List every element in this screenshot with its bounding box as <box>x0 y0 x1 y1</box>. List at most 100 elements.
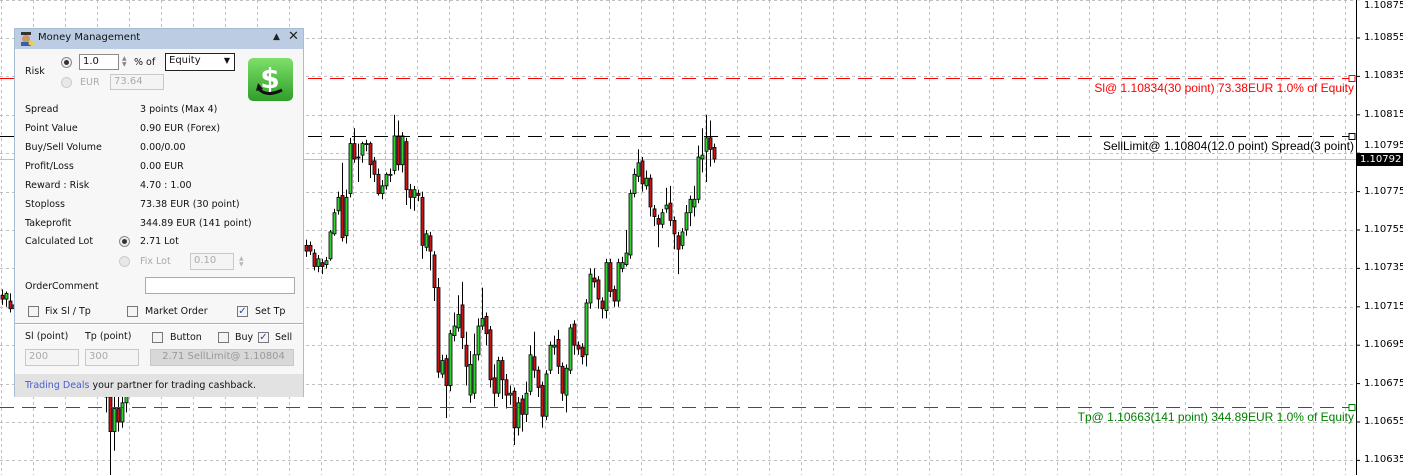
button-checkbox[interactable] <box>152 332 163 343</box>
candle-bull <box>544 373 549 417</box>
set-tp-checkbox[interactable]: ✓ <box>237 306 248 317</box>
tp-point-input[interactable]: 300 <box>85 349 139 366</box>
sl-point-label: Sl (point) <box>25 331 69 342</box>
sell-label: Sell <box>275 332 293 343</box>
candle-bull <box>624 252 629 265</box>
candle-bull <box>344 196 349 237</box>
candle-bull <box>448 333 453 386</box>
trading-deals-link[interactable]: Trading Deals <box>25 380 90 391</box>
price-tick-label: 1.10795 <box>1364 140 1403 151</box>
candle-bear <box>672 219 677 235</box>
money-management-panel: Money Management ▲ ✕ Risk 1.0 ▲ ▼ % of Eq… <box>14 28 304 397</box>
candle-bull <box>324 260 329 265</box>
fix-sl-tp-checkbox[interactable] <box>28 306 39 317</box>
candle-bull <box>696 156 701 200</box>
sell-checkbox[interactable]: ✓ <box>258 332 269 343</box>
candle-bull <box>660 212 665 225</box>
risk-eur-radio[interactable] <box>61 77 72 88</box>
candle-bull <box>684 212 689 231</box>
order-comment-input[interactable] <box>145 277 295 294</box>
sl-level-label: Sl@ 1.10834(30 point) 73.38EUR 1.0% of E… <box>1094 80 1354 95</box>
buy-checkbox[interactable] <box>218 332 229 343</box>
candle-bear <box>396 135 401 166</box>
candle-bull <box>628 193 633 256</box>
candle-bear <box>572 323 577 346</box>
candle-bear <box>512 390 517 429</box>
market-order-checkbox[interactable] <box>127 306 138 317</box>
candle-bear <box>420 196 425 246</box>
dollar-refresh-icon: $ <box>256 62 283 95</box>
candle-bear <box>656 218 661 225</box>
candle-bear <box>416 193 421 196</box>
price-tick-label: 1.10635 <box>1364 454 1403 466</box>
candle-bull <box>452 325 457 337</box>
sl-level-handle <box>1348 75 1356 82</box>
candle-bull <box>424 233 429 248</box>
fix-lot-spinner-icon[interactable]: ▲ ▼ <box>239 255 244 268</box>
candle-bull <box>516 402 521 429</box>
calculated-lot-radio[interactable] <box>119 236 130 247</box>
eur-input[interactable]: 73.64 <box>110 74 164 90</box>
eur-label: EUR <box>80 77 100 88</box>
risk-percent-input[interactable]: 1.0 <box>79 54 119 70</box>
price-tick-label: 1.10855 <box>1364 32 1403 43</box>
risk-spinner-icon[interactable]: ▲ ▼ <box>122 55 127 68</box>
info-row-value: 0.00 EUR <box>140 161 184 172</box>
candle-bull <box>316 258 321 267</box>
current-price-tag: 1.10792 <box>1357 153 1403 166</box>
risk-base-value: Equity <box>169 55 201 66</box>
percent-of-label: % of <box>134 57 156 68</box>
info-row-value: 344.89 EUR (141 point) <box>140 218 252 229</box>
candle-bear <box>8 300 13 310</box>
candle-bear <box>116 408 121 423</box>
info-row-value: 0.90 EUR (Forex) <box>140 123 221 134</box>
candle-bear <box>340 195 345 239</box>
candle-bull <box>472 354 477 394</box>
candle-bull <box>380 185 385 194</box>
candle-bear <box>308 244 313 252</box>
candle-bull <box>328 231 333 260</box>
panel-footer: Trading Deals your partner for trading c… <box>15 374 303 397</box>
footer-text: Trading Deals your partner for trading c… <box>25 380 256 391</box>
tp-point-label: Tp (point) <box>85 331 132 342</box>
candle-bull <box>440 360 445 375</box>
candle-bear <box>432 254 437 289</box>
info-row-value: 0.00/0.00 <box>140 142 186 153</box>
candle-bear <box>460 304 465 338</box>
sl-point-input[interactable]: 200 <box>25 349 79 366</box>
candle-bull <box>456 314 461 329</box>
candle-bear <box>368 143 373 166</box>
price-tick-label: 1.10695 <box>1364 339 1403 351</box>
fix-lot-input[interactable]: 0.10 <box>190 253 234 270</box>
candle-bull <box>412 189 417 198</box>
price-tick-label: 1.10735 <box>1364 262 1403 274</box>
candle-bear <box>556 339 561 367</box>
minimize-icon[interactable]: ▲ <box>273 32 280 42</box>
price-tick-label: 1.10675 <box>1364 377 1403 389</box>
info-row-label: Takeprofit <box>25 218 72 229</box>
fix-lot-radio[interactable] <box>119 256 130 267</box>
candle-bear <box>372 160 377 175</box>
order-button[interactable]: 2.71 SellLimit@ 1.10804 <box>150 349 294 366</box>
candle-bear <box>576 344 581 350</box>
close-icon[interactable]: ✕ <box>288 29 299 44</box>
candle-bull <box>664 204 669 210</box>
candle-bull <box>348 143 353 194</box>
candle-bear <box>408 189 413 198</box>
candle-bear <box>580 346 585 358</box>
risk-base-select[interactable]: Equity ▼ <box>165 53 235 71</box>
risk-percent-radio[interactable] <box>61 57 72 68</box>
candle-bull <box>120 402 125 423</box>
order-comment-label: OrderComment <box>25 281 99 292</box>
candle-bull <box>616 262 621 302</box>
candle-bull <box>388 173 393 176</box>
candle-bear <box>352 143 357 160</box>
candle-bull <box>568 327 573 371</box>
trade-dollar-button[interactable]: $ <box>248 58 293 101</box>
candle-bull <box>524 392 529 415</box>
panel-title-bar[interactable]: Money Management ▲ ✕ <box>15 29 303 49</box>
market-order-label: Market Order <box>145 306 208 317</box>
candle-bear <box>652 208 657 217</box>
candle-bull <box>688 198 693 214</box>
divider <box>15 323 303 325</box>
